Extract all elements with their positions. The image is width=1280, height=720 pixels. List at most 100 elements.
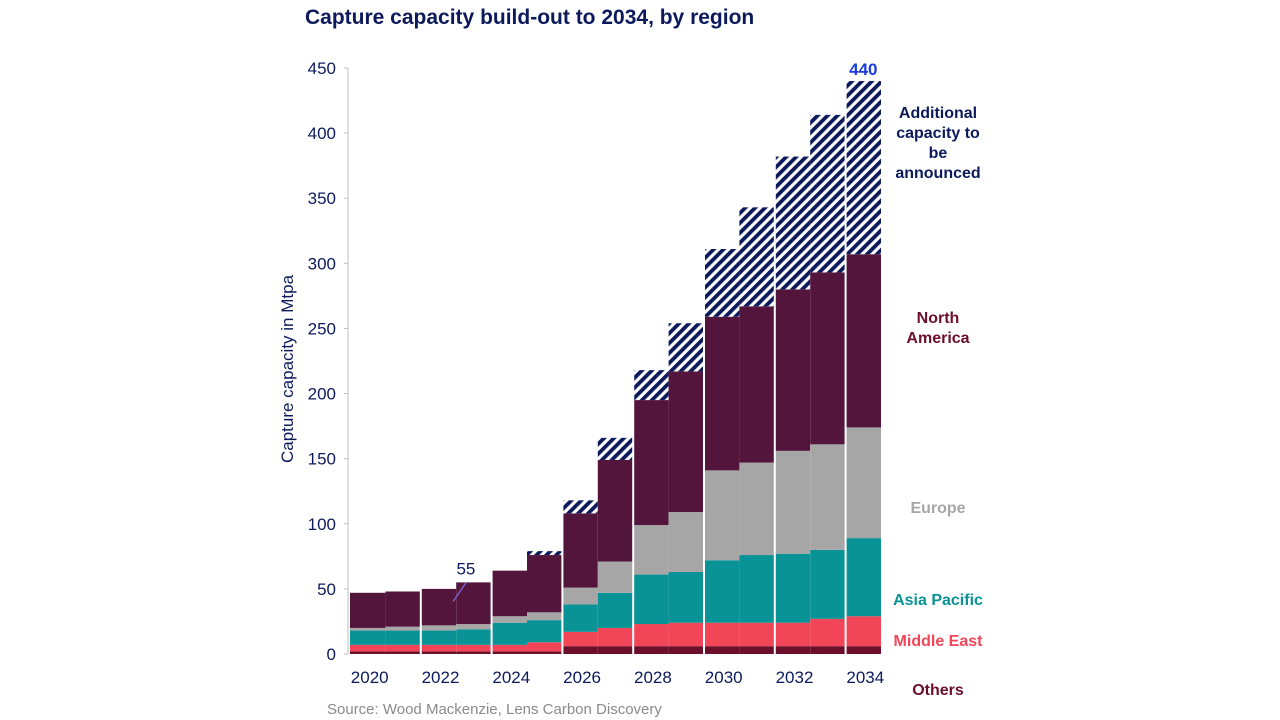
bar-segment-asia-pacific (420, 630, 457, 645)
bar-segment-asia-pacific (350, 630, 386, 645)
y-tick-label: 100 (308, 515, 336, 534)
annotation-leader (452, 581, 467, 602)
y-tick-label: 350 (308, 189, 336, 208)
bar-segment-europe (845, 427, 881, 539)
bar-segment-middle-east (527, 642, 563, 652)
x-tick-label: 2032 (776, 668, 814, 687)
bar-segment-asia-pacific (385, 630, 421, 645)
bar-segment-others (456, 651, 492, 654)
y-tick-label: 450 (308, 59, 336, 78)
legend-label-middle-east: Middle East (894, 633, 984, 650)
bar-segment-north-america (385, 591, 421, 627)
bar-segment-asia-pacific (810, 549, 846, 619)
y-tick-label: 250 (308, 319, 336, 338)
bar-segment-others (527, 651, 563, 654)
bar-segment-europe (527, 612, 563, 621)
bar-segment-north-america (420, 588, 457, 626)
bar-segment-additional-capacity-to-be-announced (597, 437, 634, 460)
total-label: 440 (849, 60, 877, 79)
bar-segment-additional-capacity-to-be-announced (668, 323, 704, 372)
bar-segment-middle-east (597, 627, 634, 647)
y-axis-label: Capture capacity in Mtpa (278, 274, 297, 463)
bar-segment-north-america (633, 400, 669, 526)
bar-segment-north-america (739, 306, 775, 463)
x-tick-label: 2026 (563, 668, 601, 687)
bar-segment-europe (350, 627, 386, 631)
bar-segment-middle-east (385, 644, 421, 652)
bar-segment-north-america (845, 254, 881, 428)
bar-segment-asia-pacific (562, 604, 598, 632)
bar-segment-others (633, 646, 669, 654)
legend-label-others: Others (912, 682, 964, 699)
bar-segment-others (810, 646, 846, 654)
bar-segment-asia-pacific (704, 560, 740, 623)
bar-segment-europe (491, 616, 527, 623)
bar-segment-middle-east (633, 624, 669, 647)
bar-segment-middle-east (456, 644, 492, 652)
bar-segment-europe (668, 512, 704, 572)
bar-segment-middle-east (739, 622, 775, 647)
bar-segment-asia-pacific (491, 622, 527, 645)
y-tick-label: 300 (308, 254, 336, 273)
bar-segment-others (420, 651, 457, 654)
x-tick-label: 2028 (634, 668, 672, 687)
bar-segment-middle-east (704, 622, 740, 647)
bar-segment-others (491, 651, 527, 654)
bar-segment-asia-pacific (739, 555, 775, 623)
bar-segment-additional-capacity-to-be-announced (739, 207, 775, 307)
annotation-label: 55 (456, 559, 475, 578)
bar-segment-additional-capacity-to-be-announced (845, 81, 881, 255)
bar-segment-asia-pacific (597, 592, 634, 628)
bar-segment-others (350, 651, 386, 654)
bar-segment-asia-pacific (456, 629, 492, 645)
x-tick-label: 2034 (846, 668, 884, 687)
source-note: Source: Wood Mackenzie, Lens Carbon Disc… (327, 701, 662, 718)
bar-segment-europe (385, 626, 421, 631)
y-tick-label: 50 (317, 580, 336, 599)
bar-segment-europe (456, 624, 492, 630)
bar-segment-others (668, 646, 704, 654)
x-tick-label: 2030 (705, 668, 743, 687)
bar-segment-north-america (668, 371, 704, 513)
legend-label-north-america: North America (906, 310, 969, 347)
bar-segment-asia-pacific (845, 538, 881, 617)
bar-segment-others (597, 646, 634, 654)
bar-segment-others (562, 646, 598, 654)
bar-segment-additional-capacity-to-be-announced (527, 551, 563, 556)
bar-segment-others (385, 651, 421, 654)
y-tick-label: 400 (308, 124, 336, 143)
bar-segment-europe (774, 450, 811, 554)
bar-segment-asia-pacific (668, 571, 704, 623)
bar-segment-middle-east (845, 616, 881, 647)
bar-segment-others (774, 646, 811, 654)
bar-segment-others (739, 646, 775, 654)
y-tick-label: 150 (308, 450, 336, 469)
legend-label-europe: Europe (910, 500, 965, 517)
y-tick-label: 0 (327, 645, 336, 664)
bar-segment-middle-east (491, 644, 527, 652)
bar-segment-others (704, 646, 740, 654)
bar-segment-asia-pacific (633, 574, 669, 625)
bar-segment-others (845, 646, 881, 654)
x-tick-label: 2022 (422, 668, 460, 687)
bar-segment-north-america (774, 289, 811, 451)
bar-segment-north-america (810, 272, 846, 445)
bar-segment-north-america (562, 513, 598, 588)
bar-segment-europe (562, 587, 598, 605)
bar-segment-middle-east (562, 631, 598, 647)
bar-segment-middle-east (668, 622, 704, 647)
bar-segment-north-america (527, 555, 563, 613)
bar-segment-middle-east (774, 622, 811, 647)
x-tick-label: 2024 (492, 668, 530, 687)
bar-segment-north-america (597, 459, 634, 562)
bar-segment-europe (633, 525, 669, 575)
bar-segment-additional-capacity-to-be-announced (633, 370, 669, 401)
bar-segment-additional-capacity-to-be-announced (774, 156, 811, 290)
bar-segment-north-america (350, 592, 386, 628)
bar-segment-additional-capacity-to-be-announced (562, 500, 598, 514)
legend-label-asia-pacific: Asia Pacific (893, 592, 983, 609)
legend-label-additional-capacity-to-be-announced: Additional capacity to be announced (895, 105, 980, 182)
bar-segment-middle-east (810, 618, 846, 647)
bar-segment-asia-pacific (774, 553, 811, 623)
